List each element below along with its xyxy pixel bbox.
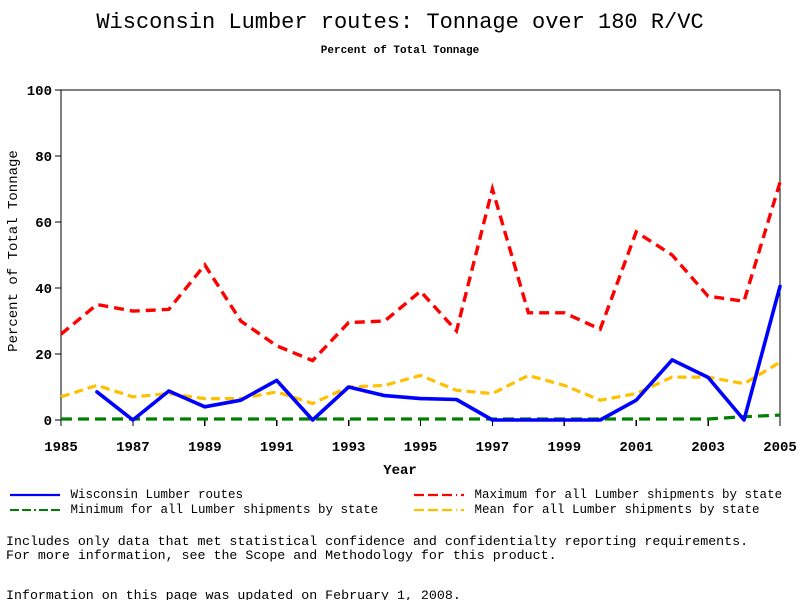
svg-text:100: 100	[27, 84, 52, 100]
svg-text:1991: 1991	[260, 440, 294, 456]
svg-text:1987: 1987	[116, 440, 150, 456]
svg-text:80: 80	[35, 150, 52, 166]
svg-text:60: 60	[35, 216, 52, 232]
svg-text:1989: 1989	[188, 440, 222, 456]
svg-text:1993: 1993	[332, 440, 366, 456]
svg-text:2003: 2003	[691, 440, 725, 456]
svg-text:2001: 2001	[619, 440, 653, 456]
svg-text:1999: 1999	[547, 440, 581, 456]
svg-text:1985: 1985	[44, 440, 78, 456]
svg-text:40: 40	[35, 282, 52, 298]
svg-text:2005: 2005	[763, 440, 797, 456]
svg-text:20: 20	[35, 348, 52, 364]
svg-text:0: 0	[44, 414, 52, 430]
svg-text:1997: 1997	[476, 440, 510, 456]
svg-text:1995: 1995	[404, 440, 438, 456]
